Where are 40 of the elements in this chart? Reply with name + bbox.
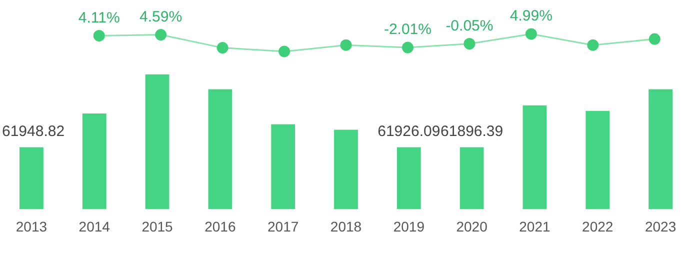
bar: [20, 147, 44, 210]
point: [525, 28, 537, 40]
point: [93, 30, 105, 42]
bar: [648, 89, 672, 210]
x-tick-label: 2016: [204, 218, 236, 234]
x-tick-label: 2022: [582, 218, 614, 234]
bar: [522, 105, 547, 210]
annotation: 61926.09: [378, 122, 440, 140]
bar: [82, 114, 106, 210]
bar: [208, 89, 232, 210]
bar: [145, 74, 170, 210]
data-label: -2.01%: [384, 21, 432, 38]
bar: [334, 130, 358, 210]
bar: [460, 147, 484, 210]
annotation: 61896.39: [440, 122, 504, 140]
x-tick-label: 2019: [393, 218, 425, 234]
data-label: 4.11%: [78, 9, 120, 26]
point: [587, 39, 599, 51]
x-tick-label: 2020: [456, 218, 488, 234]
data-label: 4.99%: [510, 8, 552, 25]
point: [340, 39, 352, 51]
x-tick-label: 2023: [644, 218, 676, 234]
point: [278, 46, 290, 58]
point: [216, 42, 228, 54]
bar: [396, 147, 421, 210]
point: [402, 42, 414, 54]
bar: [271, 124, 296, 210]
annotation: 61948.82: [2, 122, 65, 140]
x-tick-label: 2013: [16, 218, 48, 234]
x-tick-label: 2014: [78, 218, 110, 234]
point: [464, 38, 476, 50]
data-label: -0.05%: [446, 17, 494, 34]
bar: [586, 110, 610, 210]
x-tick-label: 2021: [519, 218, 551, 234]
data-label: 4.59%: [140, 8, 182, 26]
point: [155, 29, 167, 41]
x-tick-label: 2017: [268, 218, 299, 234]
point: [648, 33, 660, 45]
x-tick-label: 2015: [142, 218, 174, 234]
x-tick-label: 2018: [330, 218, 362, 234]
